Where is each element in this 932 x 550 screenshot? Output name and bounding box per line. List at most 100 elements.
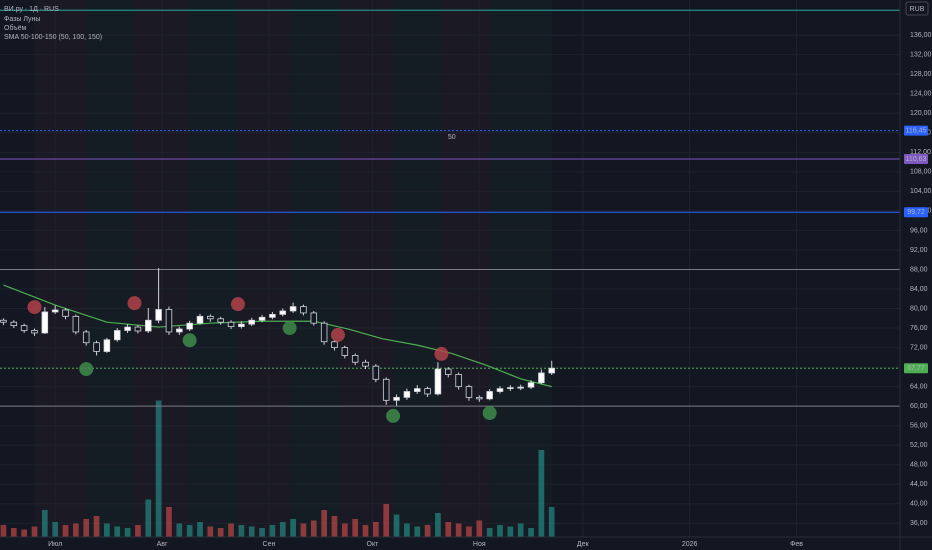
x-tick-label: Дек	[577, 541, 590, 548]
moon-phase-marker	[127, 296, 142, 311]
candle-body	[134, 326, 142, 332]
candle-body	[393, 396, 400, 401]
volume-bar	[217, 528, 224, 537]
sma-line	[3, 284, 552, 388]
levels	[0, 9, 900, 407]
x-tick-label: Ноя	[473, 541, 486, 548]
candle-body	[424, 388, 431, 395]
candle-body	[113, 330, 121, 341]
volume-bar	[331, 516, 338, 537]
volume-bar	[248, 526, 255, 537]
volume-bar	[455, 523, 462, 537]
candle-body	[155, 309, 162, 321]
candle-body	[207, 315, 214, 320]
candle-body	[62, 309, 69, 317]
volume-bar	[548, 507, 555, 537]
moon-phase-marker	[330, 327, 345, 342]
y-tick-label: 112,00	[910, 149, 931, 156]
y-tick-label: 108,00	[910, 169, 932, 176]
candle-body	[496, 388, 504, 392]
candle-body	[413, 388, 421, 392]
candle-body	[41, 311, 49, 334]
level-badge	[904, 154, 928, 165]
candle-body	[103, 339, 111, 352]
volume-bar	[52, 522, 59, 537]
volume-bar	[114, 526, 121, 537]
candle-body	[476, 396, 483, 400]
candle-body	[10, 321, 18, 327]
candle-body	[196, 315, 204, 324]
moon-band	[189, 0, 238, 537]
level-badge	[904, 363, 928, 374]
level-badge	[904, 125, 928, 136]
volume-bar	[362, 525, 369, 537]
axes: 36,00 40,00 44,00 48,00 52,00 56,00 60,00 64,00…	[48, 32, 931, 548]
level-label: 116,45	[906, 127, 927, 134]
indicator-label: Объём	[4, 24, 26, 32]
level-label: 67,77	[907, 365, 925, 372]
candle-body	[93, 342, 100, 352]
candle-body	[258, 316, 266, 321]
moon-phase-marker	[230, 297, 245, 312]
candle-body	[331, 341, 338, 348]
moon-phase-marker	[434, 346, 449, 361]
volume-bar	[259, 528, 265, 537]
volume-bar	[124, 528, 131, 537]
candle-body	[320, 322, 328, 343]
level-badge	[904, 207, 928, 218]
candle-body	[465, 386, 473, 398]
candle-body	[372, 365, 380, 380]
y-tick-label: 88,00	[910, 266, 928, 273]
volume-bar	[279, 522, 286, 537]
volume-bar	[383, 504, 390, 537]
annotation: 50	[448, 134, 456, 141]
candle-body	[51, 309, 59, 313]
candle-body	[269, 313, 276, 318]
volume-bar	[538, 450, 545, 537]
volume-bar	[145, 499, 152, 537]
currency-badge[interactable]	[905, 1, 929, 16]
volume-bar	[207, 526, 214, 537]
moon-phase-marker	[182, 333, 197, 348]
volume-bar	[186, 525, 193, 537]
moon-band	[289, 0, 338, 537]
y-tick-label: 48,00	[910, 462, 928, 469]
y-tick-label: 60,00	[910, 403, 928, 410]
candle-body	[165, 309, 173, 333]
level-label: 99,72	[907, 209, 925, 216]
candle-body	[300, 306, 307, 314]
candle-body	[455, 374, 462, 388]
x-tick-label: Авг	[157, 541, 168, 548]
volume-bar	[10, 528, 17, 537]
volume-bar	[197, 522, 203, 537]
candle-body	[217, 318, 224, 323]
x-tick-label: Окт	[367, 541, 380, 548]
volume-bar	[445, 522, 452, 537]
moon-band	[86, 0, 135, 537]
currency-label[interactable]: RUB	[910, 6, 925, 13]
candle-body	[186, 322, 193, 330]
volume-bar	[507, 526, 514, 537]
moon-phase-marker	[386, 408, 401, 423]
moon-phase-marker	[482, 406, 497, 421]
volume-bar	[310, 520, 317, 537]
candle-body	[20, 325, 28, 331]
y-tick-label: 44,00	[910, 481, 928, 488]
y-tick-label: 132,00	[910, 52, 932, 59]
candle-body	[517, 386, 524, 389]
y-tick-label: 40,00	[910, 501, 928, 508]
moon-band	[393, 0, 442, 537]
y-tick-label: 120,00	[910, 110, 932, 117]
candle-body	[310, 312, 318, 324]
volume-bar	[290, 519, 296, 537]
volume-bar	[176, 523, 183, 537]
candle-body	[0, 319, 7, 323]
candle-body	[82, 331, 90, 344]
volume-bar	[486, 528, 493, 537]
volume-bar	[321, 510, 327, 537]
candle-body	[72, 315, 80, 333]
candle-body	[341, 347, 349, 356]
x-tick-label: Сен	[263, 541, 276, 548]
volume-bar	[228, 523, 234, 537]
